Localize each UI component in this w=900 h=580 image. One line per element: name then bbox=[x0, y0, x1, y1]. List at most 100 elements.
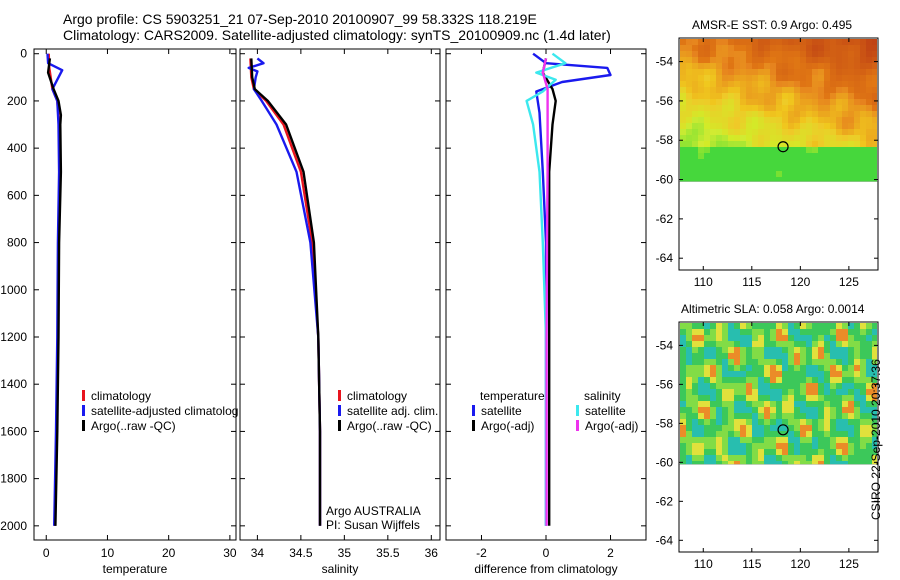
grid-cell bbox=[746, 419, 752, 425]
grid-cell bbox=[848, 377, 854, 383]
grid-cell bbox=[716, 335, 722, 341]
grid-cell bbox=[746, 81, 752, 87]
grid-cell bbox=[686, 383, 692, 389]
grid-cell bbox=[794, 45, 800, 51]
grid-cell bbox=[788, 129, 794, 135]
grid-cell bbox=[830, 123, 836, 129]
grid-cell bbox=[758, 461, 764, 465]
grid-cell bbox=[698, 63, 704, 69]
grid-cell bbox=[842, 353, 848, 359]
grid-cell bbox=[752, 365, 758, 371]
grid-cell bbox=[746, 93, 752, 99]
grid-cell bbox=[806, 425, 812, 431]
grid-cell bbox=[848, 111, 854, 117]
grid-cell bbox=[734, 39, 740, 45]
grid-cell bbox=[680, 105, 686, 111]
grid-cell bbox=[860, 153, 866, 159]
series-line-temperature-argo-adj- bbox=[541, 58, 557, 526]
grid-cell bbox=[782, 377, 788, 383]
grid-cell bbox=[710, 425, 716, 431]
grid-cell bbox=[866, 39, 872, 45]
grid-cell bbox=[764, 129, 770, 135]
grid-cell bbox=[788, 105, 794, 111]
grid-cell bbox=[782, 153, 788, 159]
grid-cell bbox=[818, 135, 824, 141]
grid-cell bbox=[800, 147, 806, 153]
grid-cell bbox=[842, 51, 848, 57]
grid-cell bbox=[818, 69, 824, 75]
grid-cell bbox=[854, 347, 860, 353]
grid-cell bbox=[800, 389, 806, 395]
grid-cell bbox=[794, 341, 800, 347]
grid-cell bbox=[830, 93, 836, 99]
grid-cell bbox=[752, 135, 758, 141]
grid-cell bbox=[806, 329, 812, 335]
grid-cell bbox=[716, 141, 722, 147]
grid-cell bbox=[728, 105, 734, 111]
grid-cell bbox=[734, 371, 740, 377]
grid-cell bbox=[698, 431, 704, 437]
grid-cell bbox=[680, 371, 686, 377]
grid-cell bbox=[794, 365, 800, 371]
grid-cell bbox=[746, 407, 752, 413]
grid-cell bbox=[776, 93, 782, 99]
grid-cell bbox=[758, 75, 764, 81]
grid-cell bbox=[848, 117, 854, 123]
grid-cell bbox=[776, 401, 782, 407]
grid-cell bbox=[806, 147, 812, 153]
grid-cell bbox=[830, 111, 836, 117]
grid-cell bbox=[848, 359, 854, 365]
x-tick-label: 110 bbox=[694, 557, 713, 571]
grid-cell bbox=[854, 117, 860, 123]
grid-cell bbox=[698, 87, 704, 93]
grid-cell bbox=[788, 69, 794, 75]
grid-cell bbox=[776, 105, 782, 111]
grid-cell bbox=[806, 407, 812, 413]
grid-cell bbox=[734, 449, 740, 455]
grid-cell bbox=[860, 407, 866, 413]
grid-cell bbox=[710, 407, 716, 413]
grid-cell bbox=[770, 407, 776, 413]
grid-cell bbox=[848, 87, 854, 93]
grid-cell bbox=[860, 141, 866, 147]
legend-swatch bbox=[576, 405, 579, 416]
grid-cell bbox=[854, 419, 860, 425]
grid-cell bbox=[842, 159, 848, 165]
grid-cell bbox=[794, 419, 800, 425]
grid-cell bbox=[782, 425, 788, 431]
y-tick-label: -60 bbox=[656, 455, 674, 469]
grid-cell bbox=[812, 129, 818, 135]
grid-cell bbox=[860, 329, 866, 335]
grid-cell bbox=[734, 383, 740, 389]
grid-cell bbox=[860, 177, 866, 182]
grid-cell bbox=[770, 93, 776, 99]
grid-cell bbox=[692, 171, 698, 177]
grid-cell bbox=[854, 141, 860, 147]
grid-cell bbox=[740, 111, 746, 117]
grid-cell bbox=[752, 383, 758, 389]
grid-cell bbox=[740, 171, 746, 177]
grid-cell bbox=[752, 153, 758, 159]
grid-cell bbox=[716, 99, 722, 105]
salinity-profile-panel: 34 34.5 35 35.5 36salinityclimatologysatelli… bbox=[239, 48, 441, 576]
grid-cell bbox=[800, 51, 806, 57]
grid-cell bbox=[770, 63, 776, 69]
grid-cell bbox=[836, 371, 842, 377]
grid-cell bbox=[716, 401, 722, 407]
grid-cell bbox=[866, 323, 872, 329]
grid-cell bbox=[872, 389, 877, 395]
grid-cell bbox=[818, 425, 824, 431]
grid-cell bbox=[776, 123, 782, 129]
grid-cell bbox=[800, 171, 806, 177]
grid-cell bbox=[734, 377, 740, 383]
grid-cell bbox=[794, 347, 800, 353]
grid-cell bbox=[824, 407, 830, 413]
grid-cell bbox=[770, 323, 776, 329]
grid-cell bbox=[680, 455, 686, 461]
grid-cell bbox=[686, 135, 692, 141]
grid-cell bbox=[812, 75, 818, 81]
grid-cell bbox=[716, 147, 722, 153]
grid-cell bbox=[734, 431, 740, 437]
grid-cell bbox=[776, 383, 782, 389]
